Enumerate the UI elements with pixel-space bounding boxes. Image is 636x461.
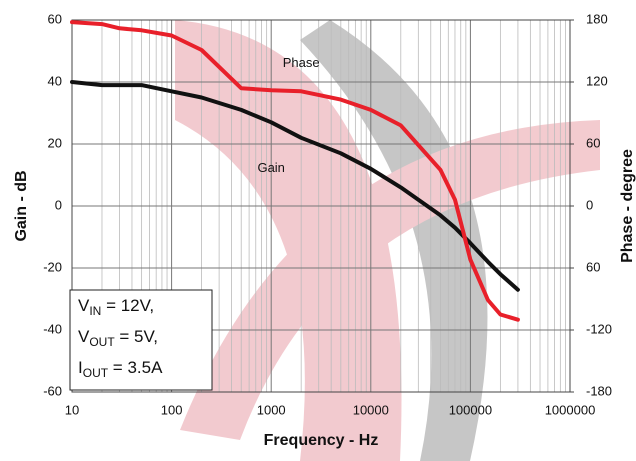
x-tick-label: 100 [161, 402, 183, 417]
y2-tick-label: 0 [586, 197, 593, 212]
conditions-box [69, 289, 213, 391]
x-tick-label: 1000 [257, 402, 286, 417]
series-line [70, 20, 520, 322]
condition-sub: IN [89, 304, 101, 318]
x-tick-label: 10000 [353, 402, 389, 417]
condition-rest: = 12V, [101, 296, 154, 315]
x-tick-label: 100000 [449, 402, 492, 417]
y-tick-label: 20 [48, 135, 62, 150]
condition-text: IOUT = 3.5A [78, 358, 163, 380]
grid [71, 19, 571, 393]
y-tick-label: -20 [43, 259, 62, 274]
y-tick-label: 40 [48, 73, 62, 88]
x-tick-label: 10 [65, 402, 79, 417]
annotation: Gain [257, 160, 284, 175]
condition-sub: OUT [83, 366, 109, 380]
y-axis-title: Gain - dB [13, 170, 30, 241]
series-line [70, 80, 520, 292]
condition-rest: = 3.5A [108, 358, 163, 377]
x-tick-label: 1000000 [545, 402, 596, 417]
condition-text: VIN = 12V, [78, 296, 154, 318]
y-tick-label: -40 [43, 321, 62, 336]
condition-main: V [78, 327, 90, 346]
condition-main: V [78, 296, 90, 315]
y2-tick-label: 180 [586, 11, 608, 26]
condition-text: VOUT = 5V, [78, 327, 158, 349]
y-tick-label: 0 [55, 197, 62, 212]
y2-tick-label: 60 [586, 135, 600, 150]
condition-sub: OUT [89, 335, 115, 349]
watermark-shape [180, 120, 600, 440]
y-tick-label: -60 [43, 383, 62, 398]
y2-tick-label: -120 [586, 321, 612, 336]
y2-tick-label: -180 [586, 383, 612, 398]
x-axis-title: Frequency - Hz [264, 432, 379, 449]
y2-axis-title: Phase - degree [619, 149, 636, 263]
condition-rest: = 5V, [115, 327, 158, 346]
condition-main: I [78, 358, 83, 377]
y2-tick-label: 120 [586, 73, 608, 88]
y-tick-label: 60 [48, 11, 62, 26]
annotation: Phase [283, 55, 320, 70]
y2-tick-label: 60 [586, 259, 600, 274]
